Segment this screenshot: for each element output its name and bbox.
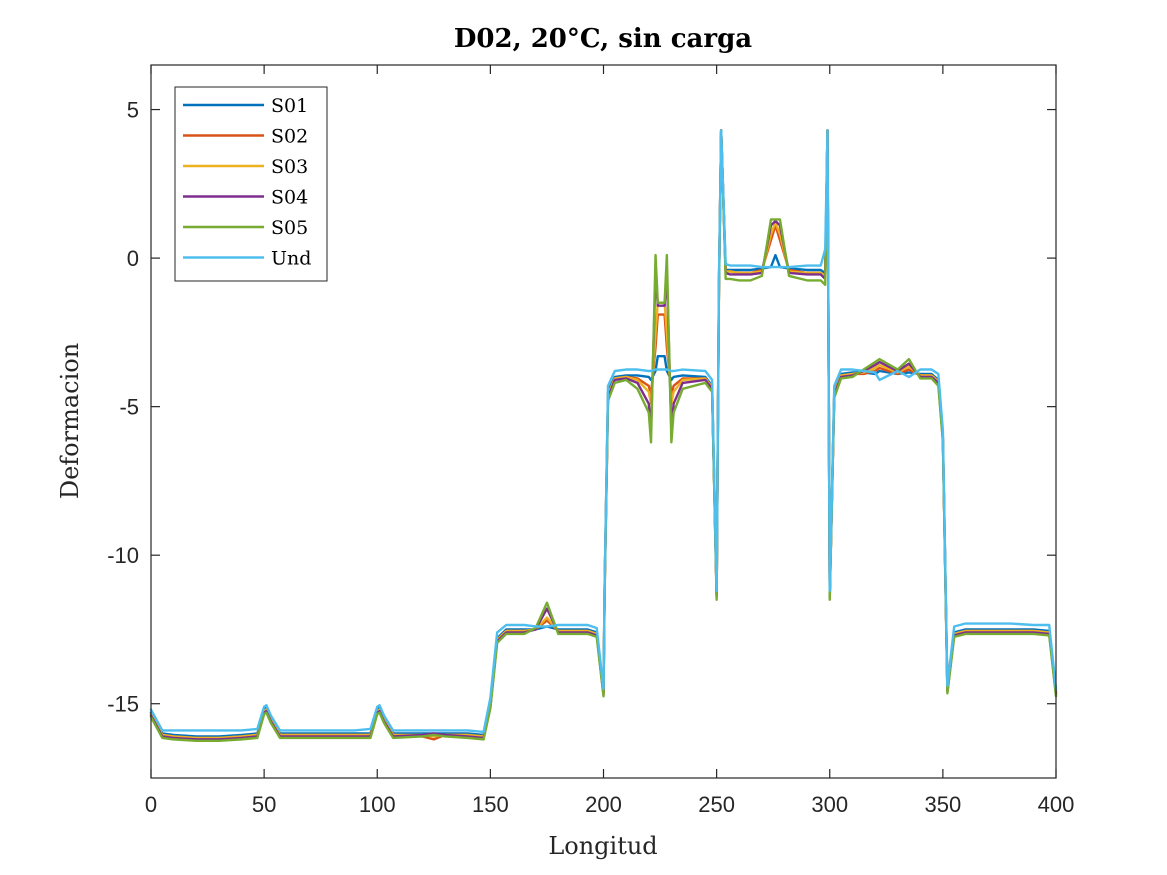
x-tick-label: 150 — [472, 792, 509, 817]
y-tick-label: -15 — [107, 692, 139, 717]
x-tick-label: 300 — [811, 792, 848, 817]
legend-item-s05: S05 — [183, 217, 308, 239]
legend: S01 S02 S03 S04 S05 Und — [174, 86, 328, 282]
series-line-s01 — [149, 129, 1058, 738]
series-line-und — [149, 129, 1058, 734]
legend-label: S02 — [271, 126, 308, 148]
legend-label: Und — [271, 248, 311, 270]
x-tick-label: 400 — [1038, 792, 1075, 817]
legend-label: S03 — [271, 156, 308, 178]
legend-label: S01 — [271, 95, 308, 117]
legend-item-s02: S02 — [183, 126, 308, 148]
x-axis-label: Longitud — [548, 832, 657, 860]
y-axis: 5 0 -5 -10 -15 — [107, 98, 1056, 717]
series-line-s05 — [149, 129, 1058, 743]
x-tick-label: 350 — [925, 792, 962, 817]
x-tick-label: 100 — [359, 792, 396, 817]
x-tick-label: 50 — [252, 792, 276, 817]
y-axis-label: Deformacion — [56, 343, 84, 499]
x-tick-label: 250 — [698, 792, 735, 817]
chart-title: D02, 20°C, sin carga — [454, 24, 752, 54]
legend-item-und: Und — [183, 248, 311, 270]
series-layer — [149, 129, 1058, 743]
y-tick-label: -10 — [107, 543, 139, 568]
legend-item-s04: S04 — [183, 187, 308, 209]
series-line-s04 — [149, 129, 1058, 741]
legend-label: S04 — [271, 187, 308, 209]
legend-item-s01: S01 — [183, 95, 308, 117]
y-tick-label: 5 — [127, 98, 139, 123]
x-tick-label: 0 — [145, 792, 157, 817]
x-axis: 0 50 100 150 200 250 300 350 400 — [145, 65, 1074, 817]
y-tick-label: 0 — [127, 246, 139, 271]
y-tick-label: -5 — [119, 395, 139, 420]
legend-box — [174, 86, 328, 282]
x-tick-label: 200 — [585, 792, 622, 817]
legend-item-s03: S03 — [183, 156, 308, 178]
legend-label: S05 — [271, 217, 308, 239]
